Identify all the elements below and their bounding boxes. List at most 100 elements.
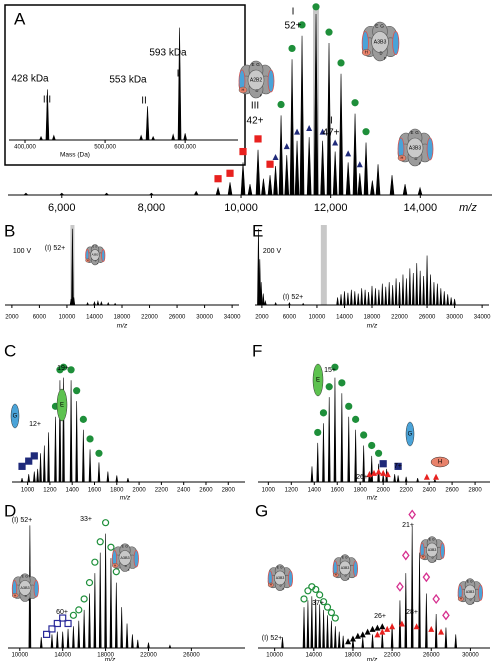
annotation: 200 V: [263, 248, 282, 255]
panel-letter: E: [252, 221, 263, 240]
marker: [107, 543, 115, 551]
x-tick-label: 500,000: [94, 145, 116, 151]
marker: [314, 428, 322, 437]
annotation: III: [43, 95, 51, 106]
subunit: [426, 137, 434, 161]
subunit: [267, 582, 274, 588]
subunit-label: D: [256, 88, 259, 93]
peak: [61, 631, 65, 649]
subunit-label: G: [125, 545, 128, 549]
annotation: (I) 52+: [45, 245, 65, 252]
peak: [126, 478, 130, 483]
peak: [363, 289, 367, 306]
peak: [356, 293, 360, 306]
peak: [39, 637, 43, 649]
peak: [332, 151, 338, 196]
x-tick-label: 30000: [196, 315, 213, 321]
x-tick-label: 2000: [255, 315, 269, 321]
marker: [325, 383, 333, 391]
marker: [67, 366, 75, 374]
peak: [417, 186, 423, 196]
marker: [323, 603, 332, 611]
peak: [58, 380, 62, 483]
panel-letter: G: [255, 501, 268, 520]
peak: [347, 416, 351, 483]
subunit-label: G: [13, 414, 18, 420]
peak: [39, 453, 42, 483]
x-tick-label: 2600: [445, 488, 459, 494]
x-tick-label: 22000: [391, 315, 408, 321]
subunit: [101, 249, 106, 263]
peak: [371, 634, 374, 649]
peak: [333, 377, 337, 483]
peak: [294, 140, 300, 196]
x-tick-label: 22000: [140, 653, 157, 659]
peak: [310, 466, 314, 483]
x-tick-label: 2000: [377, 488, 391, 494]
marker: [101, 519, 110, 527]
peak: [255, 149, 261, 196]
subunit-label: H: [14, 593, 16, 597]
annotation: 42+: [247, 116, 264, 127]
subunit-icon: H: [430, 456, 450, 468]
subunit: [312, 363, 324, 397]
subunit-label: E: [467, 579, 469, 583]
x-tick-label: 6000: [33, 315, 47, 321]
peak: [72, 297, 76, 306]
marker: [53, 619, 61, 628]
marker: [384, 625, 391, 632]
peak: [384, 286, 388, 306]
peak: [330, 620, 333, 649]
peak: [97, 462, 101, 483]
annotation: 12+: [29, 421, 41, 428]
annotation: 26+: [356, 474, 368, 481]
x-tick-label: 14000: [86, 315, 103, 321]
marker: [422, 572, 431, 583]
x-tick-label: 2200: [399, 488, 413, 494]
subunit: [430, 456, 450, 468]
peak: [259, 282, 263, 306]
x-axis-label: m/z: [367, 657, 378, 661]
marker: [389, 623, 396, 630]
marker: [288, 44, 296, 53]
subunit-label: F: [28, 598, 30, 602]
complex-icon: A3B3 E G H DF: [267, 564, 293, 591]
subunit: [361, 49, 371, 56]
panel-letter: D: [4, 501, 16, 520]
annotation: I: [292, 7, 295, 18]
x-tick-label: 26000: [423, 653, 440, 659]
subunit: [439, 542, 445, 559]
marker: [43, 630, 51, 638]
peak: [345, 162, 351, 196]
peak: [363, 142, 369, 196]
annotation: II: [327, 116, 333, 127]
annotation: (I) 52+: [262, 635, 282, 642]
marker: [349, 635, 356, 642]
marker: [91, 558, 99, 566]
peak: [193, 190, 199, 196]
marker: [345, 150, 352, 157]
marker: [366, 471, 373, 478]
peak: [148, 192, 155, 196]
marker: [80, 595, 88, 603]
peak: [393, 474, 397, 483]
peak: [439, 288, 443, 306]
peak: [453, 298, 456, 306]
x-tick-label: 1200: [285, 488, 299, 494]
x-tick-label: 1800: [354, 488, 368, 494]
annotation: 553 kDa: [109, 75, 147, 86]
marker: [442, 610, 450, 621]
x-tick-label: 12,000: [314, 202, 348, 214]
marker: [79, 415, 87, 423]
x-tick-label: 14000: [305, 653, 322, 659]
peak: [113, 302, 117, 306]
subunit: [133, 550, 139, 568]
annotation: 60+: [56, 609, 68, 616]
panel: 2000 6000 10000 14000 18000 22000 26000 30000 34…: [5, 225, 241, 330]
marker: [402, 550, 410, 561]
annotation: 33+: [80, 516, 92, 523]
peak: [442, 291, 446, 306]
peak: [66, 628, 70, 649]
subunit-icon: E: [56, 388, 68, 422]
